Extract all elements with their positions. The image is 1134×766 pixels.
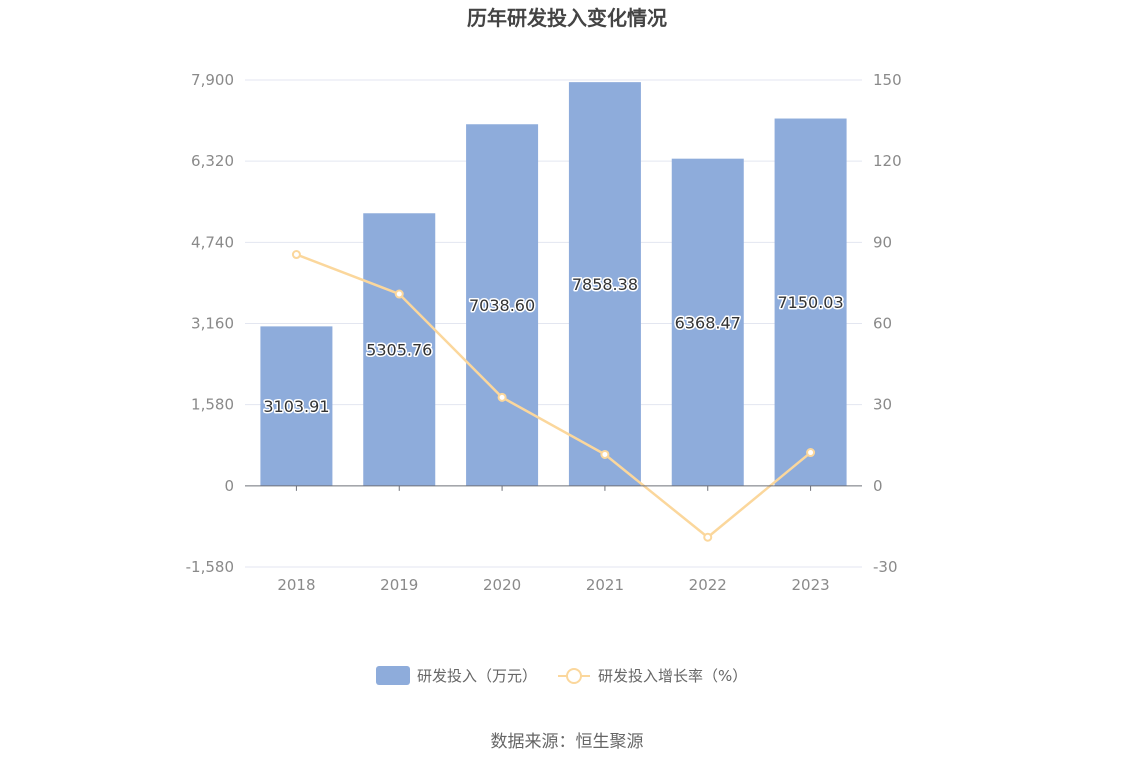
line-point [806,448,816,458]
line-point [703,532,713,542]
left-tick-label: 1,580 [191,396,234,414]
x-tick-label: 2020 [483,576,521,594]
left-tick-label: 6,320 [191,152,234,170]
bar-value-label: 6368.47 [675,313,741,332]
x-axis: 2018 2019 2020 2021 2022 2023 [245,485,862,594]
legend-line-marker[interactable] [566,668,582,684]
bar-value-label: 7150.03 [777,293,843,312]
bar [466,124,539,486]
right-tick-label: 0 [873,477,883,495]
source-note: 数据来源：恒生聚源 [491,732,644,752]
bar-labels: 3103.91 5305.76 7038.60 7858.38 6368.47 7150.… [262,273,845,417]
bar [671,158,744,486]
left-axis: -1,580 0 1,580 3,160 4,740 6,320 7,900 [186,71,234,576]
bar [774,118,847,486]
right-tick-label: 150 [873,71,902,89]
x-tick-label: 2022 [689,576,727,594]
right-tick-label: 30 [873,396,892,414]
growth-line [295,253,812,539]
chart-title: 历年研发投入变化情况 [467,6,667,30]
right-tick-label: 60 [873,315,892,333]
bar [363,213,436,486]
right-tick-label: -30 [873,558,898,576]
bar-value-label: 5305.76 [366,341,432,360]
right-axis: -30 0 30 60 90 120 150 [873,71,902,576]
grid-lines [245,79,862,568]
left-tick-label: 0 [224,477,234,495]
line-point [497,392,507,402]
line-point [600,449,610,459]
bar [568,82,641,486]
legend-bar-swatch[interactable] [376,666,410,685]
legend-line-label[interactable]: 研发投入增长率（%） [598,667,747,685]
x-tick-label: 2021 [586,576,624,594]
legend[interactable]: 研发投入（万元） 研发投入增长率（%） [376,666,747,685]
line-point [394,289,404,299]
left-tick-label: 7,900 [191,71,234,89]
x-tick-label: 2019 [380,576,418,594]
bar-series [260,82,847,486]
x-tick-label: 2018 [277,576,315,594]
left-tick-label: 4,740 [191,233,234,251]
legend-bar-label[interactable]: 研发投入（万元） [417,667,537,685]
line-series [291,250,816,542]
left-tick-label: -1,580 [186,558,234,576]
left-tick-label: 3,160 [191,315,234,333]
bar [260,326,333,486]
x-tick-label: 2023 [791,576,829,594]
bar-value-label: 7858.38 [572,275,638,294]
right-tick-label: 120 [873,152,902,170]
bar-value-label: 7038.60 [469,296,535,315]
bar-value-label: 3103.91 [263,397,329,416]
right-tick-label: 90 [873,233,892,251]
line-point [291,250,301,260]
